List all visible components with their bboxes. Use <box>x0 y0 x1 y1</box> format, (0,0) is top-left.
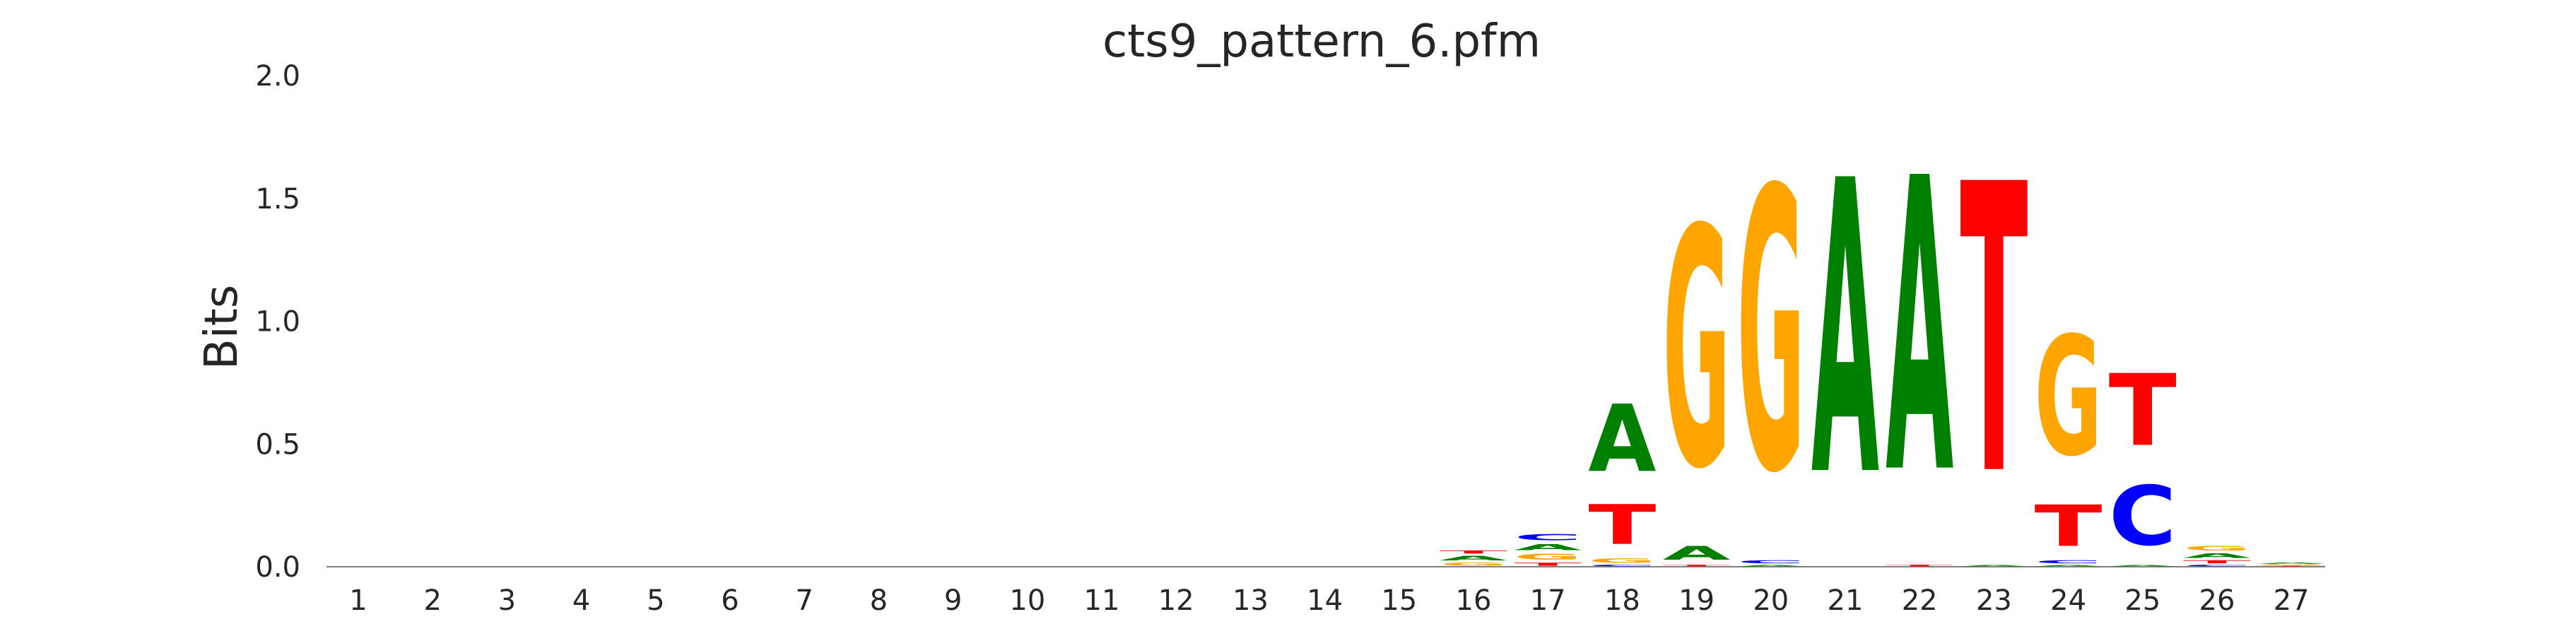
logo-letter-G-pos-20: G <box>1737 109 1805 558</box>
x-tick-label: 21 <box>1828 584 1864 617</box>
logo-letter-A-pos-16: A <box>1440 555 1507 562</box>
x-tick-label: 17 <box>1530 584 1566 617</box>
logo-letter-G-pos-24: G <box>2035 303 2102 493</box>
logo-letter-T-pos-26: T <box>2183 560 2251 565</box>
logo-letter-T-pos-23: T <box>1960 101 2028 563</box>
logo-letter-A-pos-24: A <box>2035 565 2102 567</box>
x-tick-label: 24 <box>2050 584 2086 617</box>
y-tick-label: 2.0 <box>255 60 300 93</box>
logo-letter-T-pos-25: T <box>2109 354 2177 469</box>
x-tick-label: 13 <box>1233 584 1269 617</box>
x-tick-label: 1 <box>349 584 367 617</box>
x-tick-label: 3 <box>498 584 516 617</box>
logo-letter-A-pos-17: A <box>1514 542 1582 552</box>
x-tick-label: 2 <box>423 584 441 617</box>
logo-letter-C-pos-25: C <box>2109 469 2177 565</box>
logo-letter-C-pos-17: C <box>1514 532 1582 542</box>
x-axis-ticks: 1 2 3 4 5 6 7 8 9 10 11 12 13 14 15 16 17 18 19 20 21 22 23 24 2… <box>349 584 2309 617</box>
logo-letter-G-pos-26: G <box>2183 545 2251 552</box>
logo-letter-C-pos-18: C <box>1588 565 1656 567</box>
logo-letter-C-pos-26: C <box>2183 565 2251 567</box>
logo-letter-C-pos-24: C <box>2035 560 2102 565</box>
logo-letter-A-pos-20: A <box>1737 565 1805 567</box>
logo-letter-T-pos-17: T <box>1514 562 1582 567</box>
x-tick-label: 15 <box>1381 584 1417 617</box>
logo-letter-A-pos-22: A <box>1886 95 1954 563</box>
logo-letter-C-pos-20: C <box>1737 560 1805 565</box>
y-tick-label: 1.0 <box>255 306 300 338</box>
x-tick-label: 23 <box>1976 584 2012 617</box>
logo-letter-A-pos-27: A <box>2257 562 2325 564</box>
x-tick-label: 16 <box>1456 584 1492 617</box>
logo-letter-T-pos-24: T <box>2035 494 2102 560</box>
logo-letter-A-pos-26: A <box>2183 552 2251 559</box>
logo-letter-T-pos-18: T <box>1588 493 1656 557</box>
x-tick-label: 12 <box>1158 584 1194 617</box>
logo-letter-T-pos-19: T <box>1663 565 1731 567</box>
logo-letter-A-pos-25: A <box>2109 565 2177 567</box>
x-tick-label: 4 <box>572 584 590 617</box>
x-tick-label: 20 <box>1753 584 1789 617</box>
x-tick-label: 11 <box>1084 584 1120 617</box>
x-tick-label: 10 <box>1009 584 1045 617</box>
logo-letter-T-pos-22: T <box>1886 565 1953 567</box>
x-tick-label: 19 <box>1678 584 1715 617</box>
x-tick-label: 5 <box>647 584 664 617</box>
x-tick-label: 25 <box>2124 584 2160 617</box>
logo-letter-G-pos-19: G <box>1663 159 1731 541</box>
y-tick-label: 1.5 <box>255 183 300 216</box>
y-tick-label: 0.0 <box>255 551 300 584</box>
logo-letter-A-pos-19: A <box>1663 543 1731 565</box>
logo-letter-A-pos-21: A <box>1811 97 1880 565</box>
y-axis-label: Bits <box>196 285 248 370</box>
logo-letter-A-pos-23: A <box>1960 565 2028 567</box>
y-axis-ticks: 0.0 0.5 1.0 1.5 2.0 <box>255 60 300 584</box>
logo-letter-G-pos-27: G <box>2257 565 2325 566</box>
logo-letter-T-pos-16: T <box>1440 550 1507 555</box>
logo-letter-A-pos-18: A <box>1588 386 1656 493</box>
logo-letter-G-pos-17: G <box>1514 552 1582 562</box>
logo-letter-G-pos-16: G <box>1440 562 1507 567</box>
x-tick-label: 27 <box>2274 584 2310 617</box>
y-tick-label: 0.5 <box>255 428 300 461</box>
x-tick-label: 18 <box>1604 584 1640 617</box>
x-tick-label: 22 <box>1902 584 1938 617</box>
x-tick-label: 8 <box>870 584 888 617</box>
chart-title: cts9_pattern_6.pfm <box>1102 16 1541 68</box>
x-tick-label: 6 <box>721 584 739 617</box>
x-tick-label: 26 <box>2199 584 2235 617</box>
x-tick-label: 14 <box>1307 584 1343 617</box>
logo-letter-G-pos-18: G <box>1588 557 1656 564</box>
x-tick-label: 7 <box>795 584 813 617</box>
x-tick-label: 9 <box>944 584 962 617</box>
logo-letter-T-pos-27: T <box>2257 565 2325 567</box>
